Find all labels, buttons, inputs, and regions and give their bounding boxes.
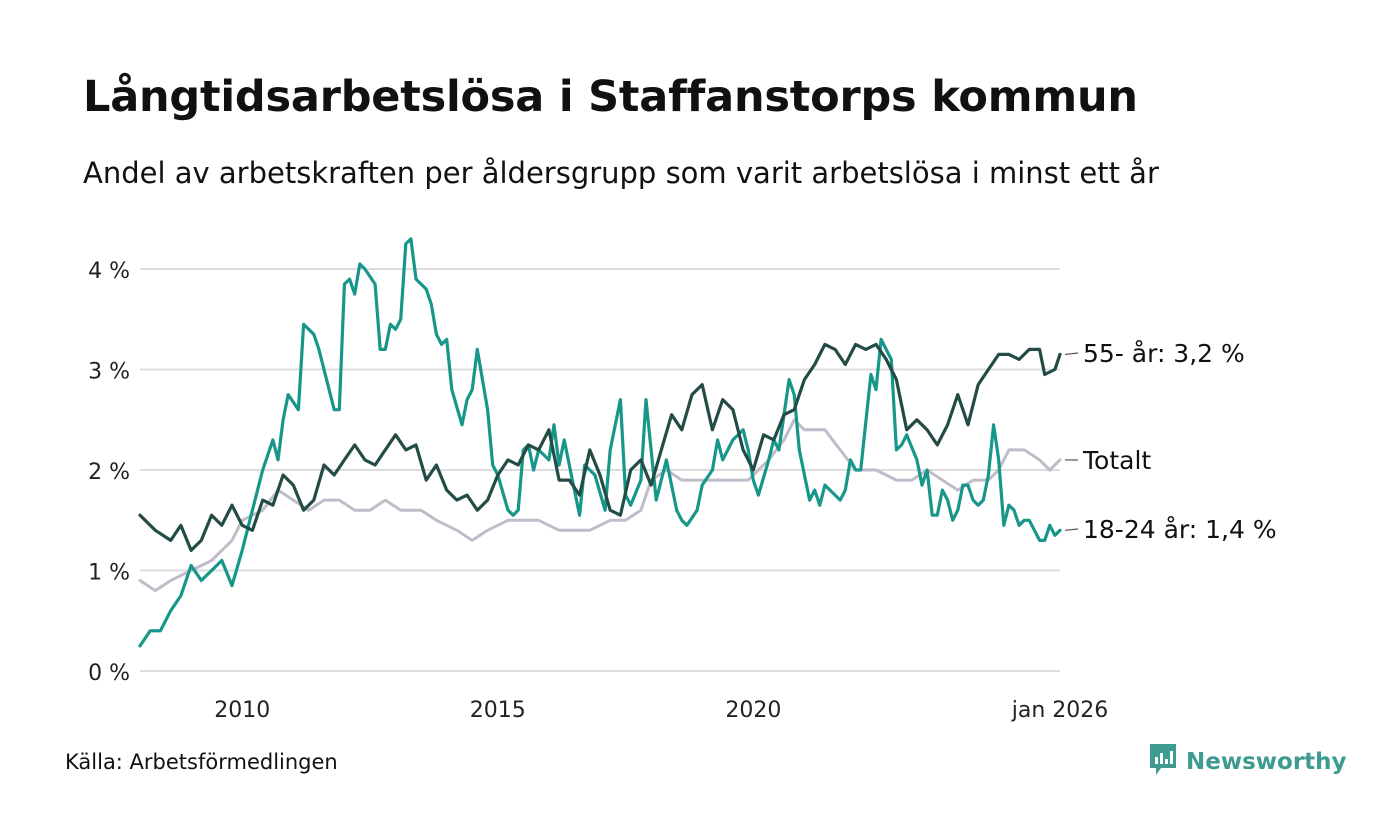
x-tick-label: 2020 [725, 698, 781, 723]
x-axis-tick-labels: 2010 2015 2020 jan 2026 [214, 698, 1108, 723]
series-line-0 [138, 418, 1062, 593]
chart-title: Långtidsarbetslösa i Staffanstorps kommu… [83, 72, 1138, 122]
y-tick-label: 1 % [88, 561, 130, 586]
y-tick-label: 2 % [88, 460, 130, 485]
series-end-label: 18-24 år: 1,4 % [1083, 515, 1277, 544]
series-end-label: 55- år: 3,2 % [1083, 339, 1245, 368]
series-line-2 [138, 342, 1062, 552]
x-tick-label: 2010 [214, 698, 270, 723]
brand-name: Newsworthy [1186, 749, 1347, 775]
y-tick-label: 3 % [88, 360, 130, 385]
series-end-labels: Totalt 18-24 år: 1,4 % 55- år: 3,2 % [1064, 339, 1277, 544]
newsworthy-logo-icon [1148, 742, 1178, 782]
source-note: Källa: Arbetsförmedlingen [65, 750, 338, 774]
chart-subtitle: Andel av arbetskraften per åldersgrupp s… [83, 156, 1159, 190]
series-line-1 [138, 237, 1062, 648]
gridlines [140, 268, 1060, 672]
end-label-leader [1064, 352, 1079, 356]
y-tick-label: 4 % [88, 259, 130, 284]
end-label-leader [1064, 528, 1079, 531]
series-end-label: Totalt [1082, 446, 1151, 475]
x-tick-label: 2015 [470, 698, 526, 723]
y-axis-tick-labels: 0 % 1 % 2 % 3 % 4 % [88, 259, 130, 686]
brand-logo[interactable]: Newsworthy [1148, 742, 1347, 782]
y-tick-label: 0 % [88, 661, 130, 686]
series-lines [138, 237, 1062, 648]
x-tick-label: jan 2026 [1011, 698, 1109, 723]
